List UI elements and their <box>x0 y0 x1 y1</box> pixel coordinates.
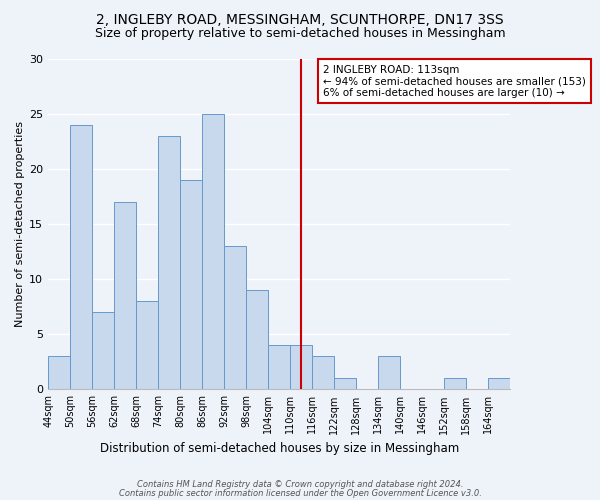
Bar <box>180 180 202 390</box>
Text: Size of property relative to semi-detached houses in Messingham: Size of property relative to semi-detach… <box>95 28 505 40</box>
Bar <box>445 378 466 390</box>
Bar <box>224 246 246 390</box>
Bar <box>158 136 180 390</box>
Bar <box>48 356 70 390</box>
Bar <box>488 378 511 390</box>
Y-axis label: Number of semi-detached properties: Number of semi-detached properties <box>15 121 25 327</box>
Bar <box>290 346 312 390</box>
X-axis label: Distribution of semi-detached houses by size in Messingham: Distribution of semi-detached houses by … <box>100 442 459 455</box>
Bar <box>378 356 400 390</box>
Bar <box>202 114 224 390</box>
Text: Contains public sector information licensed under the Open Government Licence v3: Contains public sector information licen… <box>119 488 481 498</box>
Bar <box>312 356 334 390</box>
Bar <box>92 312 114 390</box>
Bar <box>268 346 290 390</box>
Text: Contains HM Land Registry data © Crown copyright and database right 2024.: Contains HM Land Registry data © Crown c… <box>137 480 463 489</box>
Bar <box>70 125 92 390</box>
Text: 2 INGLEBY ROAD: 113sqm
← 94% of semi-detached houses are smaller (153)
6% of sem: 2 INGLEBY ROAD: 113sqm ← 94% of semi-det… <box>323 64 586 98</box>
Bar <box>246 290 268 390</box>
Bar <box>334 378 356 390</box>
Bar <box>114 202 136 390</box>
Text: 2, INGLEBY ROAD, MESSINGHAM, SCUNTHORPE, DN17 3SS: 2, INGLEBY ROAD, MESSINGHAM, SCUNTHORPE,… <box>96 12 504 26</box>
Bar <box>136 302 158 390</box>
